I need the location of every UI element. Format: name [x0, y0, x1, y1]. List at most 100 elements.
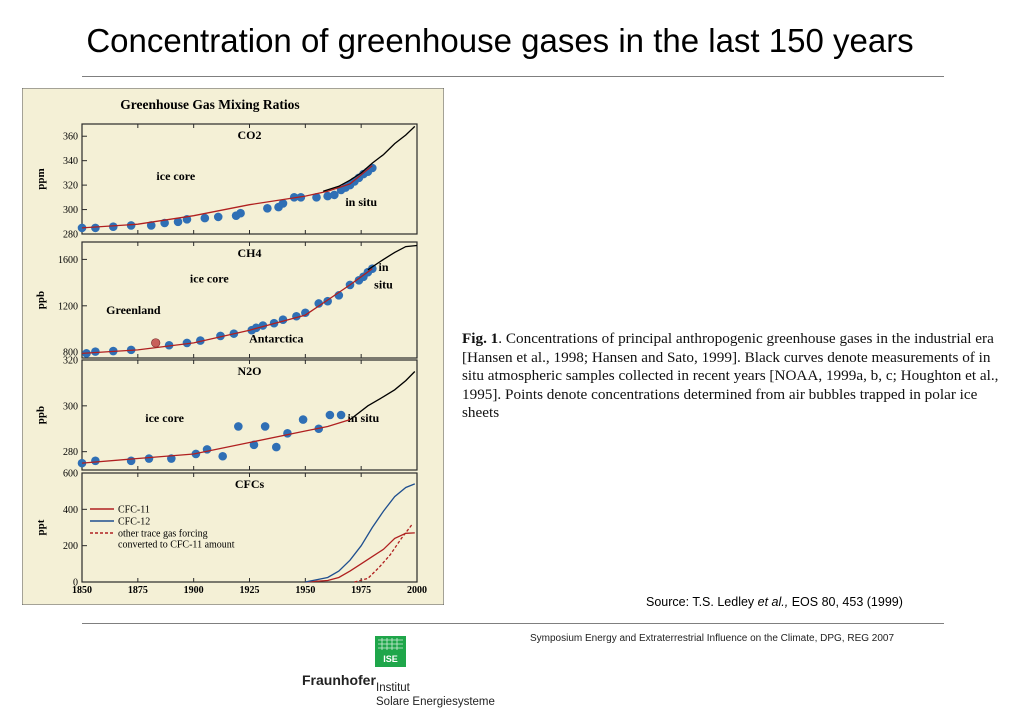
- panel-title: CFCs: [235, 477, 265, 491]
- panel-annotation: Antarctica: [249, 331, 303, 345]
- source-citation: Source: T.S. Ledley et al., EOS 80, 453 …: [646, 595, 903, 609]
- figure-caption: Fig. 1. Concentrations of principal anth…: [462, 330, 1002, 423]
- source-italic: et al.,: [757, 595, 789, 609]
- data-point: [234, 422, 243, 431]
- data-point: [314, 299, 324, 308]
- data-point: [283, 429, 292, 438]
- data-point: [173, 217, 183, 227]
- data-point: [200, 213, 210, 223]
- data-point: [146, 221, 156, 230]
- panel-title: CO2: [238, 128, 262, 142]
- footer-divider: [82, 623, 944, 624]
- fraunhofer-logo: Fraunhofer: [302, 672, 376, 688]
- panel-annotation: situ: [374, 277, 393, 291]
- y-tick-label: 1200: [58, 301, 78, 312]
- data-point: [368, 163, 377, 173]
- panel-annotation: in situ: [348, 411, 380, 425]
- data-point: [312, 193, 321, 202]
- data-point: [330, 190, 339, 200]
- y-tick-label: 200: [63, 541, 78, 552]
- y-tick-label: 360: [63, 132, 78, 143]
- x-tick-label: 1850: [72, 585, 92, 596]
- data-point: [260, 422, 270, 431]
- y-tick-label: 300: [63, 205, 78, 216]
- series-line: [354, 523, 414, 583]
- series-line: [81, 268, 373, 355]
- data-point: [91, 347, 100, 356]
- data-point: [336, 410, 346, 420]
- series-line: [305, 483, 416, 583]
- panel-annotation: ice core: [156, 169, 195, 183]
- legend-label: other trace gas forcing converted to CFC-…: [118, 529, 235, 551]
- y-tick-label: 600: [63, 469, 78, 480]
- data-point: [325, 410, 335, 420]
- panel-annotation: in: [378, 260, 388, 274]
- data-point: [301, 308, 310, 318]
- data-point: [218, 451, 227, 461]
- panel-annotation: Greenland: [106, 303, 161, 317]
- data-point: [91, 456, 100, 466]
- y-axis-label: ppm: [35, 168, 47, 189]
- data-point: [144, 454, 154, 463]
- data-point: [216, 331, 225, 341]
- y-axis-label: ppt: [35, 519, 47, 535]
- x-tick-label: 1950: [295, 585, 315, 596]
- panel-annotation: ice core: [190, 272, 229, 286]
- institute-line-2: Solare Energiesysteme: [376, 696, 495, 708]
- series-line: [81, 165, 373, 229]
- caption-body: . Concentrations of principal anthropoge…: [462, 330, 999, 421]
- highlight-point: [151, 338, 161, 348]
- data-point: [108, 222, 118, 231]
- y-tick-label: 340: [63, 156, 78, 167]
- data-point: [263, 204, 272, 213]
- figure-title: Greenhouse Gas Mixing Ratios: [120, 97, 299, 112]
- data-point: [182, 338, 192, 348]
- series-line: [367, 244, 418, 271]
- y-tick-label: 0: [73, 578, 78, 589]
- data-point: [164, 340, 174, 350]
- panel-annotation: in situ: [345, 195, 377, 209]
- y-tick-label: 280: [63, 230, 78, 241]
- series-line: [349, 371, 416, 421]
- series-line: [305, 532, 415, 583]
- slide-title: Concentration of greenhouse gases in the…: [86, 22, 914, 59]
- source-suffix: EOS 80, 453 (1999): [788, 595, 903, 609]
- caption-prefix: Fig. 1: [462, 330, 499, 347]
- figure-background: [22, 88, 444, 605]
- institute-line-1: Institut: [376, 682, 410, 694]
- y-tick-label: 320: [63, 181, 78, 192]
- y-tick-label: 800: [63, 348, 78, 359]
- data-point: [91, 223, 100, 233]
- y-axis-label: ppb: [35, 291, 47, 309]
- ise-logo-icon: ISE: [375, 636, 406, 667]
- logo-box-text: ISE: [383, 654, 398, 664]
- y-tick-label: 1600: [58, 255, 78, 266]
- x-tick-label: 1975: [351, 585, 371, 596]
- legend-label: CFC-12: [118, 517, 150, 528]
- legend-label: CFC-11: [118, 505, 150, 516]
- greenhouse-gas-figure: Greenhouse Gas Mixing Ratios 280 300 320 340…: [22, 88, 444, 605]
- x-tick-label: 2000: [407, 585, 427, 596]
- y-tick-label: 320: [63, 356, 78, 367]
- y-tick-label: 280: [63, 447, 78, 458]
- x-tick-label: 1900: [184, 585, 204, 596]
- series-line: [323, 125, 416, 192]
- y-axis-label: ppb: [35, 406, 47, 424]
- x-tick-label: 1875: [128, 585, 148, 596]
- data-point: [196, 336, 205, 345]
- data-point: [213, 212, 223, 222]
- source-prefix: Source: T.S. Ledley: [646, 595, 755, 609]
- data-point: [126, 221, 136, 230]
- data-point: [236, 208, 245, 218]
- data-point: [77, 458, 87, 468]
- title-divider: [82, 76, 944, 77]
- panel-annotation: ice core: [145, 411, 184, 425]
- data-point: [278, 199, 288, 208]
- data-point: [298, 415, 308, 424]
- y-tick-label: 300: [63, 401, 78, 412]
- data-point: [323, 191, 332, 201]
- data-point: [126, 456, 136, 466]
- y-tick-label: 400: [63, 505, 78, 516]
- panel-title: N2O: [238, 364, 262, 378]
- panel-title: CH4: [238, 246, 262, 260]
